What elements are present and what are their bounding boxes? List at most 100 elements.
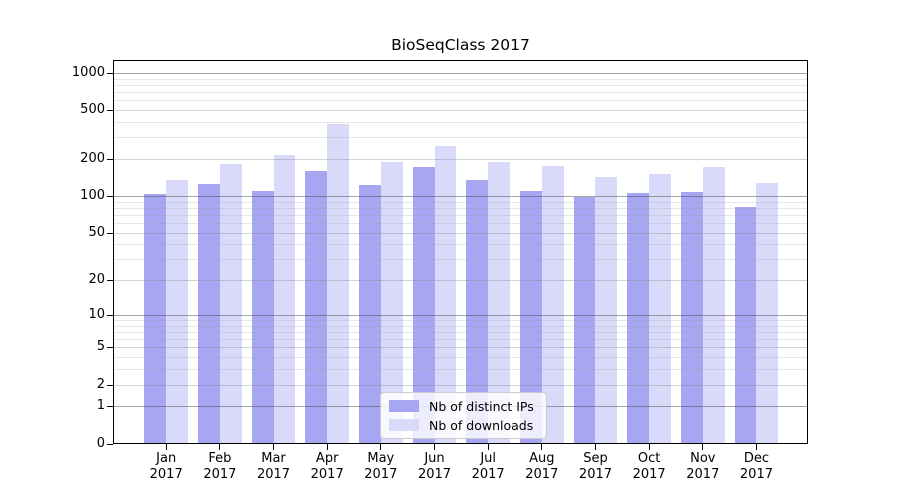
x-tick-label-sep: Sep 2017 — [563, 451, 627, 484]
gridline-1000 — [113, 72, 807, 74]
bar-downloads-aug — [541, 165, 564, 444]
x-tick-year: 2017 — [256, 467, 291, 482]
x-tick-month: Feb — [208, 450, 232, 466]
y-tick-mark-10 — [107, 314, 113, 316]
x-tick-month: Nov — [690, 450, 716, 466]
x-tick-year: 2017 — [525, 467, 559, 482]
x-tick-year: 2017 — [739, 467, 773, 482]
bar-distinct-ips-jul — [466, 180, 489, 444]
y-tick-label-200: 200 — [80, 151, 105, 167]
bar-distinct-ips-mar — [251, 190, 274, 444]
bar-downloads-jul — [488, 161, 510, 444]
x-tick-mark-feb — [219, 444, 221, 450]
x-tick-month: Jan — [156, 450, 177, 466]
x-tick-mark-sep — [594, 444, 596, 450]
y-tick-label-20: 20 — [88, 272, 105, 288]
x-tick-mark-may — [380, 444, 382, 450]
bar-distinct-ips-dec — [734, 207, 757, 444]
legend: Nb of distinct IPs Nb of downloads — [380, 392, 547, 439]
x-tick-month: May — [367, 450, 395, 466]
x-tick-year: 2017 — [417, 467, 452, 482]
gridline-200 — [113, 159, 807, 161]
gridline-minor-400 — [113, 122, 807, 123]
y-tick-label-100: 100 — [80, 187, 105, 203]
y-tick-mark-500 — [107, 110, 113, 112]
y-tick-mark-1000 — [107, 72, 113, 74]
x-tick-month: Oct — [637, 450, 661, 466]
x-tick-mark-aug — [541, 444, 543, 450]
bar-downloads-dec — [756, 182, 779, 444]
x-tick-year: 2017 — [310, 467, 344, 482]
bar-downloads-jun — [434, 146, 457, 444]
x-tick-label-mar: Mar 2017 — [242, 451, 306, 484]
x-tick-mark-nov — [702, 444, 704, 450]
gridline-minor-300 — [113, 137, 807, 139]
y-tick-mark-5 — [107, 347, 113, 349]
x-tick-label-may: May 2017 — [349, 451, 413, 484]
bar-downloads-oct — [649, 174, 671, 444]
bar-distinct-ips-jan — [144, 194, 167, 444]
y-tick-label-1000: 1000 — [71, 64, 105, 80]
x-tick-mark-dec — [755, 444, 757, 450]
bar-downloads-mar — [273, 155, 296, 444]
bar-distinct-ips-may — [359, 184, 381, 444]
x-tick-mark-apr — [326, 444, 328, 450]
gridline-500 — [113, 110, 807, 112]
x-tick-label-nov: Nov 2017 — [671, 451, 735, 484]
y-tick-label-50: 50 — [88, 224, 105, 240]
x-tick-mark-jun — [434, 444, 435, 450]
y-tick-mark-1 — [107, 406, 113, 408]
bar-downloads-feb — [219, 164, 242, 444]
y-tick-mark-0 — [107, 443, 113, 445]
y-tick-mark-100 — [107, 195, 113, 197]
y-tick-label-0: 0 — [96, 435, 105, 451]
gridline-minor-900 — [113, 78, 807, 80]
bar-distinct-ips-apr — [305, 170, 328, 444]
y-tick-mark-2 — [107, 384, 113, 386]
bar-downloads-jan — [166, 180, 188, 444]
x-tick-label-oct: Oct 2017 — [617, 451, 681, 484]
gridline-minor-600 — [113, 100, 807, 102]
y-tick-label-500: 500 — [80, 102, 105, 118]
x-tick-month: Aug — [529, 450, 555, 466]
legend-item-distinct-ips: Nb of distinct IPs — [389, 398, 534, 414]
y-tick-label-2: 2 — [96, 376, 105, 392]
legend-label-distinct-ips: Nb of distinct IPs — [429, 398, 534, 414]
gridline-minor-700 — [113, 92, 807, 94]
bar-downloads-nov — [702, 167, 725, 444]
x-tick-year: 2017 — [632, 467, 666, 482]
x-tick-year: 2017 — [364, 467, 398, 482]
bar-distinct-ips-oct — [627, 192, 650, 444]
bar-downloads-apr — [327, 124, 349, 444]
y-tick-label-1: 1 — [96, 398, 105, 414]
y-tick-mark-50 — [107, 232, 113, 234]
legend-swatch-downloads — [389, 419, 419, 431]
x-tick-mark-mar — [273, 444, 275, 450]
x-tick-mark-jul — [487, 444, 489, 450]
x-tick-year: 2017 — [149, 467, 183, 482]
chart-title: BioSeqClass 2017 — [391, 36, 530, 54]
gridline-minor-800 — [113, 84, 807, 86]
legend-item-downloads: Nb of downloads — [389, 417, 534, 433]
bar-distinct-ips-sep — [573, 196, 596, 444]
bar-distinct-ips-aug — [520, 190, 542, 444]
bar-distinct-ips-jun — [412, 167, 435, 444]
bar-distinct-ips-feb — [198, 183, 220, 444]
x-tick-month: Mar — [261, 450, 286, 466]
y-tick-mark-200 — [107, 159, 113, 161]
x-tick-year: 2017 — [471, 467, 505, 482]
y-tick-mark-20 — [107, 280, 113, 282]
x-tick-month: Dec — [743, 450, 770, 466]
x-tick-mark-oct — [648, 444, 650, 450]
x-tick-label-jul: Jul 2017 — [456, 451, 520, 484]
x-tick-label-feb: Feb 2017 — [188, 451, 252, 484]
bar-downloads-may — [380, 162, 403, 444]
y-tick-label-10: 10 — [88, 306, 105, 322]
x-tick-label-dec: Dec 2017 — [724, 451, 788, 484]
x-tick-label-aug: Aug 2017 — [510, 451, 574, 484]
x-tick-label-jan: Jan 2017 — [134, 451, 198, 484]
x-tick-month: Jul — [480, 450, 496, 466]
x-tick-year: 2017 — [203, 467, 237, 482]
x-tick-label-jun: Jun 2017 — [403, 451, 467, 484]
legend-swatch-distinct-ips — [389, 400, 419, 412]
